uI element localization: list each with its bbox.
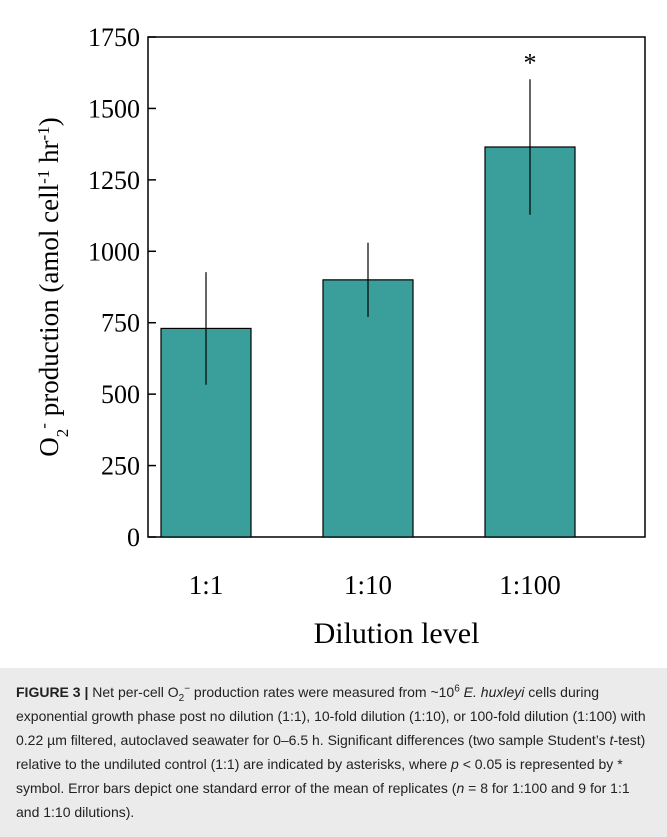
caption-text: − xyxy=(184,683,191,695)
x-tick-label: 1:100 xyxy=(499,570,561,600)
x-tick-label: 1:10 xyxy=(344,570,392,600)
caption: FIGURE 3 | Net per-cell O2− production r… xyxy=(0,668,667,837)
y-axis-title-part: -1 xyxy=(34,126,53,140)
caption-text: < 0.05 is represented by * symbol. Error… xyxy=(16,756,623,796)
y-axis-title-part: - xyxy=(34,423,53,429)
caption-text: p xyxy=(451,756,459,772)
caption-text: production rates were measured from ~10 xyxy=(190,684,455,700)
y-tick-label: 1250 xyxy=(88,166,140,195)
caption-text: Net per-cell O xyxy=(88,684,179,700)
y-axis-title-part: O xyxy=(34,437,64,457)
annotation: * xyxy=(524,48,537,77)
y-tick-label: 0 xyxy=(127,523,140,552)
caption-text: n xyxy=(456,780,465,796)
caption-text: FIGURE 3 | xyxy=(16,684,89,700)
y-tick-label: 1750 xyxy=(88,23,140,52)
caption-text: 6 xyxy=(454,683,460,695)
y-tick-label: 1000 xyxy=(88,237,140,266)
bar xyxy=(322,279,414,538)
caption-text: cells during exponential growth phase po… xyxy=(16,684,646,748)
x-axis-title: Dilution level xyxy=(314,617,480,650)
bar xyxy=(484,146,576,538)
y-tick-label: 1500 xyxy=(88,94,140,123)
y-tick-label: 500 xyxy=(101,380,140,409)
x-tick-label: 1:1 xyxy=(189,570,224,600)
caption-text: t xyxy=(609,732,614,748)
y-axis-title-part: -1 xyxy=(34,170,53,184)
caption-text: = 8 for 1:100 and 9 for 1:1 and 1:10 dil… xyxy=(16,780,630,820)
chart: 0 250 500 750 1000 1250 1500 1750 1:1 1:10 1:100 * D… xyxy=(34,23,646,650)
caption-text: E. huxleyi xyxy=(459,684,525,700)
caption-text: 2 xyxy=(178,692,185,704)
caption-text: -test) relative to the undiluted control… xyxy=(16,732,646,772)
y-axis-title-part: production (amol cell xyxy=(34,184,64,423)
y-axis-title-part: hr xyxy=(34,140,64,169)
y-tick-label: 250 xyxy=(101,452,140,481)
y-axis-title-part: ) xyxy=(34,117,64,126)
y-axis-title: O2- production (amol cell-1 hr-1) xyxy=(34,117,72,456)
y-tick-label: 750 xyxy=(101,309,140,338)
y-axis-title-part: 2 xyxy=(53,429,72,438)
